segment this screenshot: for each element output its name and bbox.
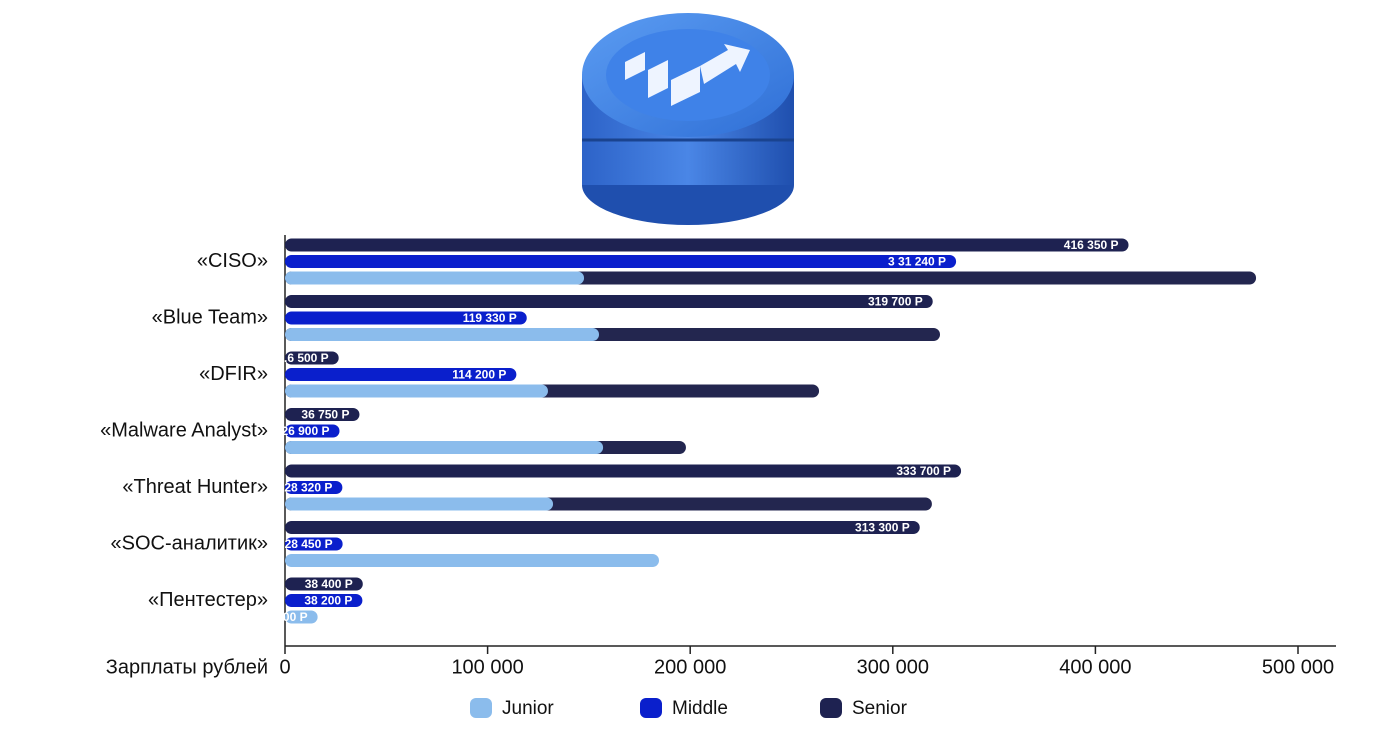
data-label: 416 350 Р <box>1064 238 1119 252</box>
legend-swatch <box>640 698 662 718</box>
category-label: «Malware Analyst» <box>100 419 268 441</box>
data-label: 2.6 500 Р <box>277 351 328 365</box>
category-label: «CISO» <box>197 250 268 272</box>
data-label: 313 300 Р <box>855 521 910 535</box>
x-tick-label: 0 <box>279 656 290 678</box>
data-label: 36 750 Р <box>301 408 349 422</box>
x-tick-label: 100 000 <box>451 656 523 678</box>
category-label: «DFIR» <box>199 363 268 385</box>
data-label: 16 100 Р <box>260 610 308 624</box>
bar <box>285 328 600 341</box>
bar <box>285 238 1129 252</box>
bar <box>285 554 659 567</box>
x-tick-label: 300 000 <box>857 656 929 678</box>
data-label: 28 320 Р <box>284 481 332 495</box>
bar <box>285 408 360 421</box>
data-label: 28 450 Р <box>285 537 333 551</box>
bar <box>285 464 962 478</box>
bar <box>285 384 548 398</box>
data-label: 38 200 Р <box>304 594 352 608</box>
data-label: 333 700 Р <box>896 464 951 478</box>
data-label: 26 900 Р <box>281 424 329 438</box>
legend-label: Senior <box>852 698 908 719</box>
data-label: 38 400 Р <box>305 577 353 591</box>
bar <box>285 610 318 624</box>
bar <box>285 537 343 551</box>
bar <box>285 311 527 325</box>
category-label: «Blue Team» <box>152 306 268 328</box>
x-tick-label: 200 000 <box>654 656 726 678</box>
legend-label: Middle <box>672 698 728 719</box>
bar <box>285 295 933 308</box>
bar <box>285 521 920 534</box>
data-label: 114 200 Р <box>452 368 506 382</box>
legend-swatch <box>820 698 842 718</box>
bar <box>285 424 340 438</box>
x-tick-label: 500 000 <box>1262 656 1334 678</box>
x-tick-label: 400 000 <box>1059 656 1131 678</box>
data-label: 319 700 Р <box>868 295 923 309</box>
category-label: «SOC-аналитик» <box>111 532 268 554</box>
bar <box>285 441 604 454</box>
category-label: «Пентестер» <box>148 589 268 611</box>
bar <box>285 594 363 607</box>
bar <box>285 368 517 381</box>
data-label: 3 31 240 Р <box>888 255 946 269</box>
bar <box>285 481 343 494</box>
bar <box>285 255 957 268</box>
category-label: «Threat Hunter» <box>122 476 268 498</box>
legend-label: Junior <box>502 698 554 719</box>
bar <box>285 497 554 511</box>
bar <box>285 577 363 591</box>
data-label: 119 330 Р <box>463 311 517 325</box>
coin-illustration <box>582 13 794 225</box>
x-axis-title: Зарплаты рублей <box>106 656 268 678</box>
bar <box>285 351 339 365</box>
legend-swatch <box>470 698 492 718</box>
bar <box>285 271 585 285</box>
